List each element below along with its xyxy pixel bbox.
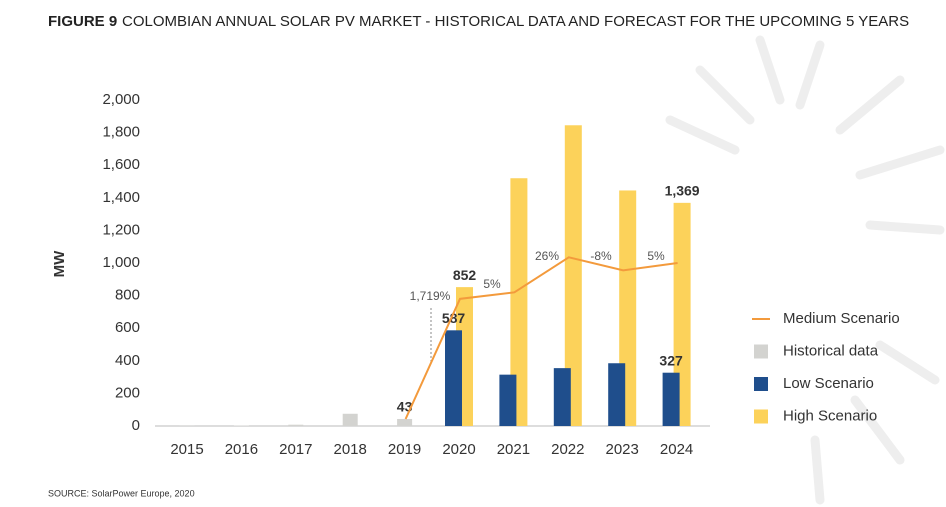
x-tick-label: 2024 xyxy=(660,441,693,458)
legend-swatch xyxy=(754,377,768,391)
line-series xyxy=(404,256,678,420)
y-axis-label: MW xyxy=(51,250,68,277)
legend-swatch xyxy=(754,344,768,359)
y-tick-label: 0 xyxy=(132,417,140,434)
y-tick-label: 400 xyxy=(115,352,140,369)
bar xyxy=(445,330,462,426)
legend-label: Low Scenario xyxy=(783,375,874,392)
y-tick-label: 800 xyxy=(115,287,140,304)
y-tick-label: 1,400 xyxy=(102,189,140,206)
x-tick-label: 2019 xyxy=(388,441,421,458)
data-label: 1,369 xyxy=(665,183,700,199)
y-tick-label: 2,000 xyxy=(102,91,140,108)
data-label: 852 xyxy=(453,267,477,283)
bar xyxy=(288,424,304,426)
y-tick-label: 1,000 xyxy=(102,254,140,271)
annotation: 1,719% xyxy=(410,289,451,303)
legend-swatch xyxy=(754,409,768,424)
legend-label: Historical data xyxy=(783,342,879,359)
bar xyxy=(397,418,413,426)
x-tick-label: 2015 xyxy=(170,441,203,458)
x-tick-label: 2022 xyxy=(551,441,584,458)
bar xyxy=(553,368,571,426)
bar xyxy=(608,363,626,426)
y-tick-label: 600 xyxy=(115,319,140,336)
x-tick-label: 2021 xyxy=(497,441,530,458)
y-tick-label: 1,200 xyxy=(102,221,140,238)
y-tick-label: 1,800 xyxy=(102,124,140,141)
annotation: 26% xyxy=(535,249,559,263)
x-tick-label: 2016 xyxy=(225,441,258,458)
annotation: 5% xyxy=(647,249,665,263)
bar xyxy=(510,178,528,426)
data-label: 327 xyxy=(659,352,683,368)
x-tick-label: 2017 xyxy=(279,441,312,458)
bar xyxy=(564,125,582,426)
annotation: 5% xyxy=(483,277,501,291)
sunburst-decoration xyxy=(665,35,945,505)
bar xyxy=(342,413,358,426)
figure-label: FIGURE 9 xyxy=(48,13,117,30)
x-tick-label: 2020 xyxy=(442,441,475,458)
x-tick-label: 2023 xyxy=(606,441,639,458)
x-tick-label: 2018 xyxy=(334,441,367,458)
chart-title: COLOMBIAN ANNUAL SOLAR PV MARKET - HISTO… xyxy=(122,13,909,30)
bar xyxy=(662,372,680,426)
source-note: SOURCE: SolarPower Europe, 2020 xyxy=(48,488,195,498)
y-tick-label: 200 xyxy=(115,384,140,401)
legend-label: High Scenario xyxy=(783,407,877,424)
legend-label: Medium Scenario xyxy=(783,310,900,327)
bar xyxy=(499,374,517,426)
annotation: -8% xyxy=(590,249,612,263)
bar xyxy=(673,202,691,426)
y-tick-label: 1,600 xyxy=(102,156,140,173)
data-label: 587 xyxy=(442,310,466,326)
